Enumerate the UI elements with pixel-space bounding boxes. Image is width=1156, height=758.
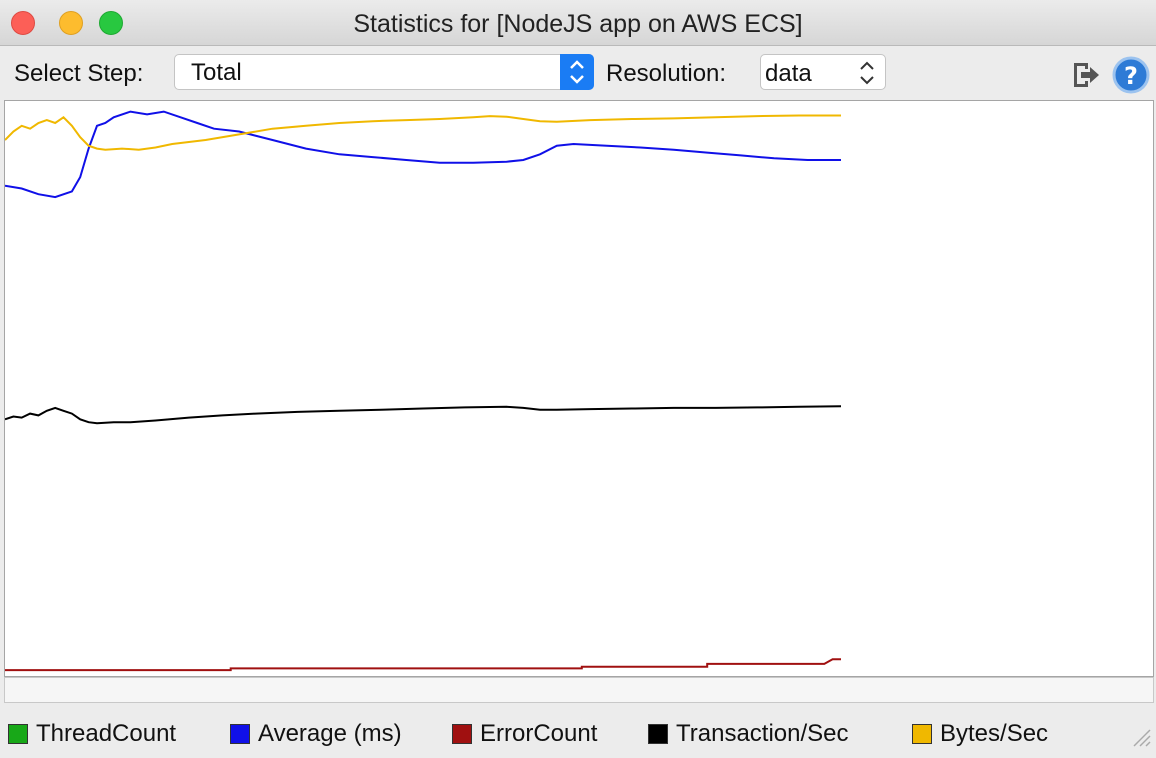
help-button[interactable]: ? [1112, 56, 1150, 99]
select-step-value: Total [191, 59, 242, 86]
series-line-bytes-sec [4, 114, 841, 151]
minimize-window-button[interactable] [59, 11, 83, 35]
resolution-value: data [765, 60, 812, 87]
legend-label: ErrorCount [480, 720, 598, 747]
toolbar: Select Step: Total Resolution: data ? [0, 46, 1156, 98]
series-line-errorcount [5, 658, 841, 672]
chart-plot [4, 110, 842, 672]
legend-swatch [648, 724, 668, 744]
select-step-label: Select Step: [14, 60, 144, 87]
horizontal-scrollbar[interactable] [4, 677, 1154, 703]
legend-swatch [452, 724, 472, 744]
export-icon [1074, 63, 1099, 87]
updown-arrows-icon [570, 60, 584, 84]
select-step-dropdown[interactable]: Total [174, 54, 594, 90]
zoom-window-button[interactable] [99, 11, 123, 35]
legend-label: Transaction/Sec [676, 720, 849, 747]
export-button[interactable] [1070, 60, 1102, 95]
title-bar: Statistics for [NodeJS app on AWS ECS] [0, 0, 1156, 46]
statistics-chart [4, 100, 1154, 677]
select-step-stepper[interactable] [560, 54, 594, 90]
series-line-average-ms [4, 110, 841, 199]
resolution-label: Resolution: [606, 60, 727, 87]
legend-label: Bytes/Sec [940, 720, 1049, 747]
chart-legend: ThreadCount Average (ms) ErrorCount Tran… [0, 712, 1156, 752]
legend-label: ThreadCount [36, 720, 177, 747]
legend-swatch [8, 724, 28, 744]
help-icon: ? [1112, 56, 1150, 94]
svg-text:?: ? [1124, 62, 1138, 90]
legend-swatch [230, 724, 250, 744]
window-title: Statistics for [NodeJS app on AWS ECS] [353, 10, 803, 38]
legend-label: Average (ms) [258, 720, 402, 747]
legend-swatch [912, 724, 932, 744]
updown-arrows-icon [860, 61, 874, 85]
resize-grip-icon[interactable] [1130, 726, 1152, 748]
series-line-transaction-sec [4, 405, 842, 425]
close-window-button[interactable] [11, 11, 35, 35]
resolution-dropdown[interactable]: data [760, 54, 886, 90]
